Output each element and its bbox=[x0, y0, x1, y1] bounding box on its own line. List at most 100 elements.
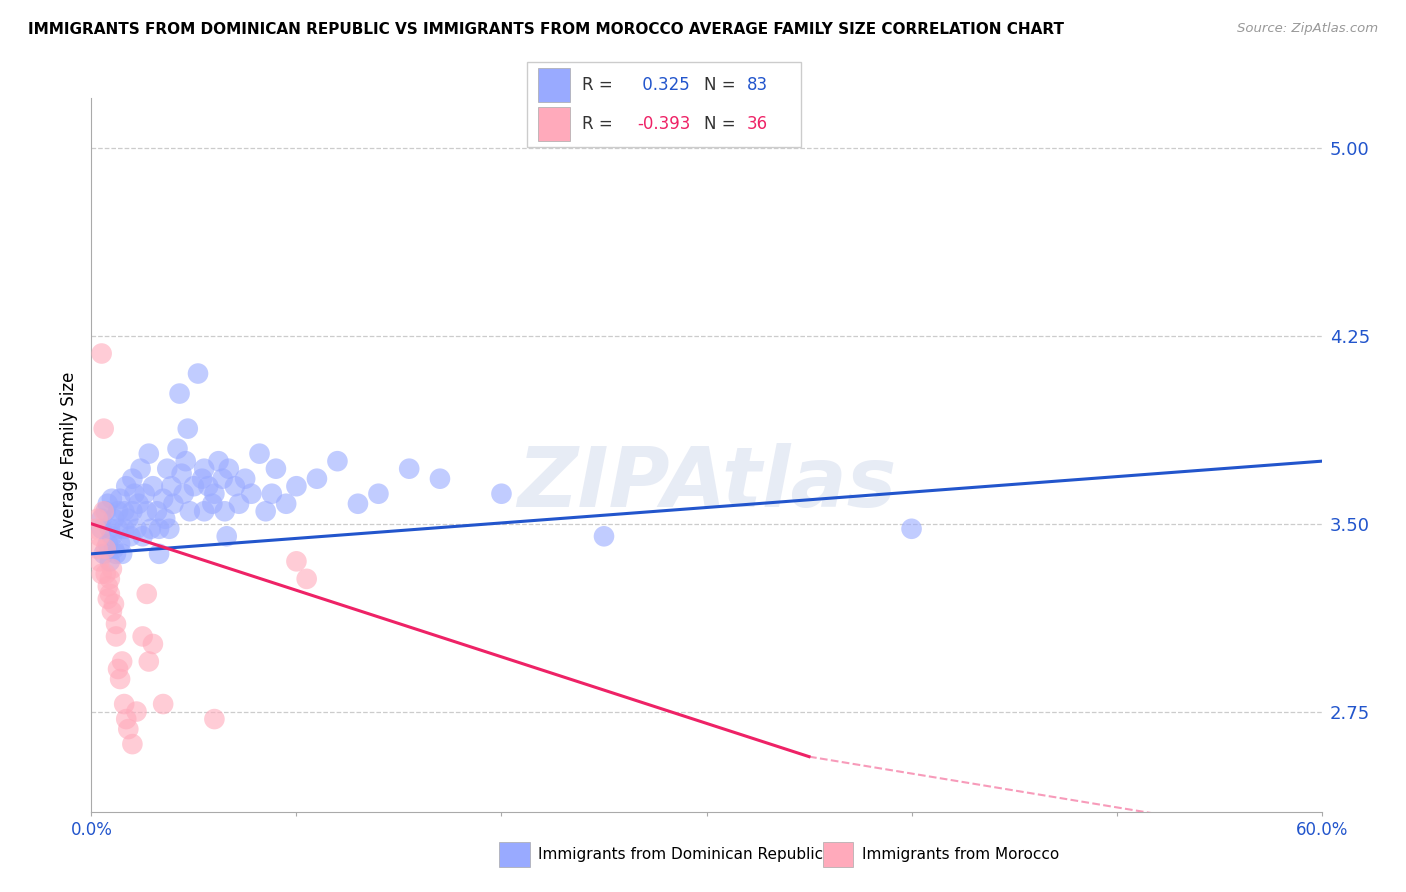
Point bbox=[98, 587, 121, 601]
Point bbox=[90, 346, 112, 360]
Point bbox=[398, 461, 420, 475]
Point bbox=[593, 529, 616, 543]
Point bbox=[240, 487, 263, 501]
Point bbox=[162, 497, 184, 511]
Point bbox=[86, 541, 108, 556]
Y-axis label: Average Family Size: Average Family Size bbox=[60, 372, 79, 538]
Point bbox=[233, 472, 256, 486]
Point bbox=[105, 630, 127, 644]
Point bbox=[148, 547, 170, 561]
Point bbox=[121, 737, 143, 751]
Point bbox=[93, 422, 115, 436]
Point bbox=[177, 422, 200, 436]
Point bbox=[108, 672, 131, 686]
Point bbox=[138, 655, 160, 669]
Point bbox=[157, 522, 180, 536]
Point bbox=[207, 454, 229, 468]
Point bbox=[160, 479, 183, 493]
Point bbox=[305, 472, 328, 486]
Text: R =: R = bbox=[582, 77, 613, 95]
Point bbox=[264, 461, 287, 475]
Point bbox=[166, 442, 188, 456]
Point bbox=[170, 467, 193, 481]
Point bbox=[97, 591, 120, 606]
Point bbox=[97, 537, 120, 551]
Point bbox=[101, 604, 124, 618]
Point bbox=[97, 579, 120, 593]
Point bbox=[135, 587, 157, 601]
Text: R =: R = bbox=[582, 115, 613, 133]
Point bbox=[193, 504, 215, 518]
Point bbox=[115, 712, 138, 726]
Point bbox=[131, 529, 153, 543]
Point bbox=[135, 504, 157, 518]
Point bbox=[491, 487, 513, 501]
Point bbox=[90, 512, 112, 526]
Point bbox=[125, 705, 148, 719]
Point bbox=[202, 712, 225, 726]
Point bbox=[183, 479, 205, 493]
Point bbox=[367, 487, 389, 501]
Point bbox=[112, 504, 135, 518]
Text: 0.325: 0.325 bbox=[637, 77, 690, 95]
Point bbox=[174, 454, 197, 468]
Point bbox=[111, 547, 134, 561]
Point bbox=[90, 522, 112, 536]
Point bbox=[347, 497, 370, 511]
Point bbox=[156, 461, 179, 475]
Point bbox=[129, 461, 152, 475]
Point bbox=[107, 662, 129, 676]
Point bbox=[125, 522, 148, 536]
Text: 36: 36 bbox=[747, 115, 768, 133]
Point bbox=[117, 512, 139, 526]
Point bbox=[214, 504, 236, 518]
Point bbox=[193, 461, 215, 475]
Point bbox=[117, 722, 139, 736]
Point bbox=[211, 472, 233, 486]
Point bbox=[90, 566, 112, 581]
Point bbox=[142, 479, 165, 493]
Point bbox=[429, 472, 451, 486]
Point bbox=[101, 491, 124, 506]
Point bbox=[191, 472, 214, 486]
Text: 83: 83 bbox=[747, 77, 768, 95]
Point bbox=[94, 566, 117, 581]
Bar bbox=[538, 107, 569, 141]
Point bbox=[120, 529, 142, 543]
Point bbox=[97, 497, 120, 511]
Point bbox=[285, 554, 308, 568]
Point bbox=[139, 522, 162, 536]
Point bbox=[128, 497, 150, 511]
Point bbox=[111, 655, 134, 669]
Text: N =: N = bbox=[704, 77, 735, 95]
Point bbox=[84, 522, 107, 536]
Point bbox=[276, 497, 298, 511]
Point bbox=[142, 637, 165, 651]
Point bbox=[254, 504, 277, 518]
Point bbox=[285, 479, 308, 493]
Point bbox=[101, 529, 124, 543]
Point bbox=[295, 572, 318, 586]
Text: Source: ZipAtlas.com: Source: ZipAtlas.com bbox=[1237, 22, 1378, 36]
Point bbox=[179, 504, 201, 518]
Text: ZIPAtlas: ZIPAtlas bbox=[517, 443, 896, 524]
Text: IMMIGRANTS FROM DOMINICAN REPUBLIC VS IMMIGRANTS FROM MOROCCO AVERAGE FAMILY SIZ: IMMIGRANTS FROM DOMINICAN REPUBLIC VS IM… bbox=[28, 22, 1064, 37]
Point bbox=[112, 522, 135, 536]
Point bbox=[215, 529, 238, 543]
Point bbox=[131, 630, 153, 644]
Point bbox=[107, 504, 129, 518]
Point bbox=[197, 479, 219, 493]
Point bbox=[105, 547, 127, 561]
Point bbox=[148, 522, 170, 536]
Text: Immigrants from Morocco: Immigrants from Morocco bbox=[862, 847, 1059, 862]
Point bbox=[202, 487, 225, 501]
Point bbox=[224, 479, 246, 493]
Point bbox=[98, 554, 121, 568]
Point bbox=[103, 597, 125, 611]
Point bbox=[900, 522, 922, 536]
Point bbox=[93, 547, 115, 561]
Point bbox=[112, 697, 135, 711]
Bar bbox=[538, 69, 569, 103]
Point bbox=[103, 541, 125, 556]
Point bbox=[173, 487, 195, 501]
